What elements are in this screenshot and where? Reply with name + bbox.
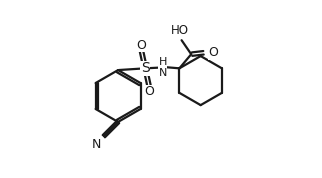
Text: N: N: [92, 138, 101, 151]
Text: O: O: [145, 85, 155, 98]
Text: S: S: [141, 61, 150, 75]
Text: H
N: H N: [158, 57, 167, 78]
Text: O: O: [136, 38, 146, 51]
Text: O: O: [208, 46, 218, 59]
Text: HO: HO: [171, 24, 189, 37]
